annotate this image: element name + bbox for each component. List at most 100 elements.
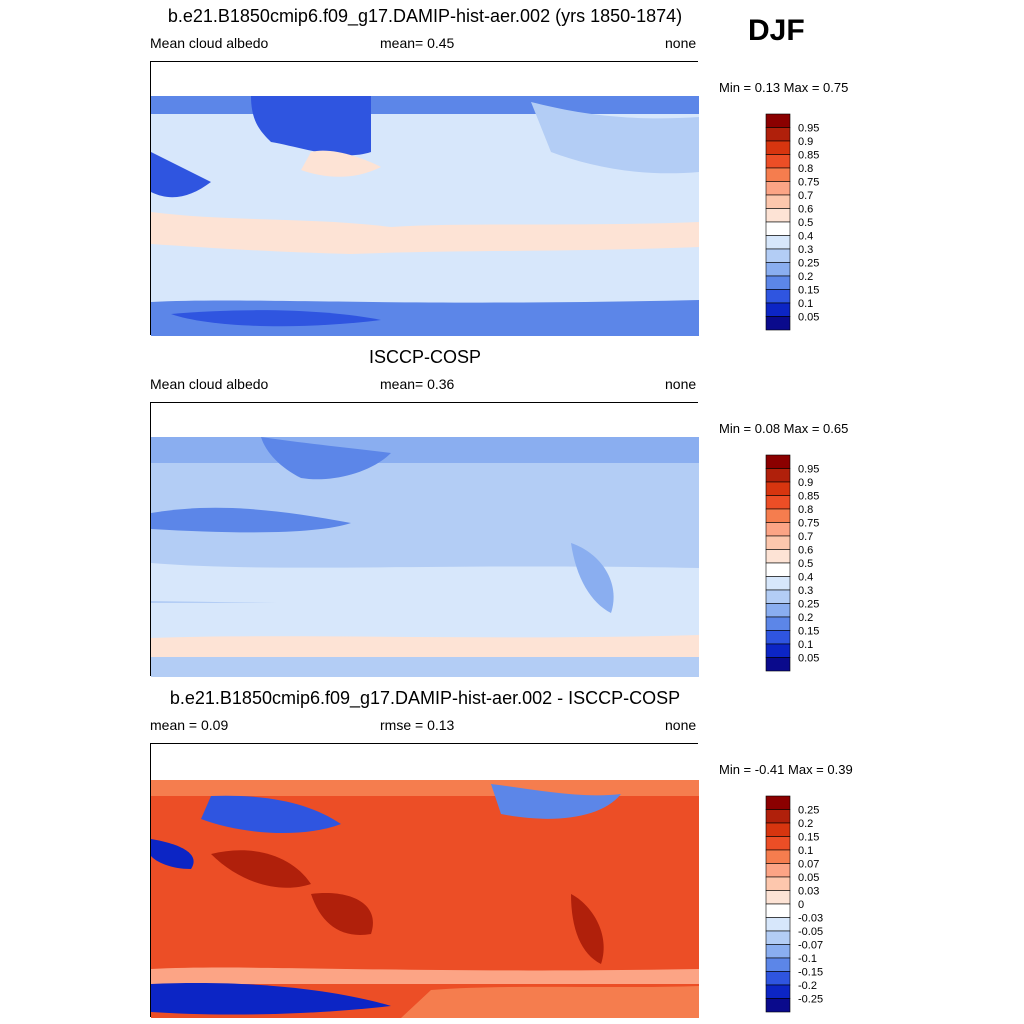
colorbar-swatch (765, 481, 791, 496)
panel2-minmax: Min = 0.08 Max = 0.65 (719, 421, 849, 436)
panel1-variable-label: Mean cloud albedo (150, 35, 269, 51)
colorbar-swatch (765, 876, 791, 891)
colorbar-swatch (765, 275, 791, 290)
colorbar-swatch (765, 316, 791, 331)
colorbar-tick-label: 0.75 (798, 177, 819, 189)
colorbar-swatch (765, 984, 791, 999)
colorbar-swatch (765, 289, 791, 304)
colorbar-swatch (765, 167, 791, 182)
panel2-mean-label: mean= 0.36 (380, 376, 455, 392)
colorbar-swatch (765, 194, 791, 209)
colorbar-tick-label: 0.1 (798, 639, 813, 651)
colorbar-tick-label: -0.15 (798, 967, 823, 979)
panel1-colorbar: 0.950.9 0.850.8 0.750.7 0.60.5 0.40.3 0.250.2… (765, 113, 819, 331)
colorbar-swatch (765, 822, 791, 837)
colorbar-swatch (765, 616, 791, 631)
colorbar-swatch (765, 302, 791, 317)
colorbar-tick-label: 0.7 (798, 190, 813, 202)
panel3-minmax: Min = -0.41 Max = 0.39 (719, 762, 853, 777)
colorbar-tick-label: 0.85 (798, 150, 819, 162)
colorbar-swatch (765, 181, 791, 196)
colorbar-tick-label: 0.3 (798, 244, 813, 256)
panel3-colorbar: 0.250.2 0.150.1 0.070.05 0.030 -0.03-0.05 -0.… (765, 795, 823, 1013)
colorbar-tick-label: 0.95 (798, 464, 819, 476)
panel1-mean-label: mean= 0.45 (380, 35, 455, 51)
colorbar-tick-label: 0.9 (798, 477, 813, 489)
colorbar-swatch (765, 890, 791, 905)
colorbar-swatch (765, 589, 791, 604)
panel2-units-label: none (665, 376, 697, 392)
colorbar-swatch (765, 917, 791, 932)
colorbar-swatch (765, 535, 791, 550)
colorbar-swatch (765, 576, 791, 591)
colorbar-tick-label: 0.2 (798, 271, 813, 283)
colorbar-swatch (765, 657, 791, 672)
colorbar-swatch (765, 863, 791, 878)
panel1-units-label: none (665, 35, 697, 51)
colorbar-tick-label: -0.25 (798, 994, 823, 1006)
panel3-mean-label: mean = 0.09 (150, 717, 229, 733)
colorbar-tick-label: -0.2 (798, 980, 817, 992)
panel2-colorbar: 0.950.9 0.850.8 0.750.7 0.60.5 0.40.3 0.250.2… (765, 454, 819, 672)
colorbar-tick-label: 0 (798, 899, 804, 911)
colorbar-tick-label: -0.05 (798, 926, 823, 938)
panel2-title: ISCCP-COSP (368, 347, 482, 367)
panel3-title: b.e21.B1850cmip6.f09_g17.DAMIP-hist-aer.… (169, 688, 681, 708)
colorbar-swatch (765, 957, 791, 972)
colorbar-tick-label: 0.5 (798, 217, 813, 229)
colorbar-tick-label: 0.8 (798, 163, 813, 175)
colorbar-tick-label: 0.2 (798, 612, 813, 624)
colorbar-tick-label: 0.07 (798, 859, 819, 871)
colorbar-tick-label: 0.25 (798, 805, 819, 817)
colorbar-swatch (765, 562, 791, 577)
colorbar-tick-label: 0.95 (798, 123, 819, 135)
colorbar-swatch (765, 930, 791, 945)
colorbar-tick-label: 0.1 (798, 845, 813, 857)
colorbar-swatch (765, 154, 791, 169)
colorbar-swatch (765, 971, 791, 986)
panel2-variable-label: Mean cloud albedo (150, 376, 269, 392)
colorbar-tick-label: 0.4 (798, 572, 813, 584)
colorbar-swatch (765, 809, 791, 824)
colorbar-tick-label: 0.2 (798, 818, 813, 830)
colorbar-swatch (765, 998, 791, 1013)
colorbar-swatch (765, 454, 791, 469)
colorbar-tick-label: 0.75 (798, 518, 819, 530)
colorbar-swatch (765, 836, 791, 851)
panel3-rmse-label: rmse = 0.13 (380, 717, 455, 733)
colorbar-tick-label: 0.05 (798, 653, 819, 665)
colorbar-tick-label: 0.4 (798, 231, 813, 243)
colorbar-tick-label: 0.15 (798, 832, 819, 844)
colorbar-tick-label: 0.6 (798, 204, 813, 216)
colorbar-swatch (765, 903, 791, 918)
colorbar-swatch (765, 113, 791, 128)
colorbar-swatch (765, 795, 791, 810)
colorbar-swatch (765, 849, 791, 864)
season-label: DJF (748, 14, 805, 47)
colorbar-tick-label: -0.07 (798, 940, 823, 952)
panel1-title: b.e21.B1850cmip6.f09_g17.DAMIP-hist-aer.… (167, 6, 683, 26)
colorbar-swatch (765, 208, 791, 223)
colorbar-tick-label: 0.05 (798, 872, 819, 884)
colorbar-tick-label: 0.25 (798, 258, 819, 270)
colorbar-tick-label: 0.15 (798, 626, 819, 638)
colorbar-swatch (765, 127, 791, 142)
colorbar-swatch (765, 235, 791, 250)
panel3-units-label: none (665, 717, 697, 733)
colorbar-swatch (765, 643, 791, 658)
panel1-minmax: Min = 0.13 Max = 0.75 (719, 80, 849, 95)
colorbar-tick-label: -0.1 (798, 953, 817, 965)
colorbar-tick-label: -0.03 (798, 913, 823, 925)
colorbar-swatch (765, 495, 791, 510)
colorbar-swatch (765, 522, 791, 537)
colorbar-swatch (765, 468, 791, 483)
colorbar-tick-label: 0.5 (798, 558, 813, 570)
colorbar-swatch (765, 944, 791, 959)
colorbar-tick-label: 0.85 (798, 491, 819, 503)
colorbar-swatch (765, 140, 791, 155)
colorbar-swatch (765, 603, 791, 618)
colorbar-tick-label: 0.03 (798, 886, 819, 898)
colorbar-tick-label: 0.05 (798, 312, 819, 324)
colorbar-tick-label: 0.6 (798, 545, 813, 557)
colorbar-swatch (765, 549, 791, 564)
